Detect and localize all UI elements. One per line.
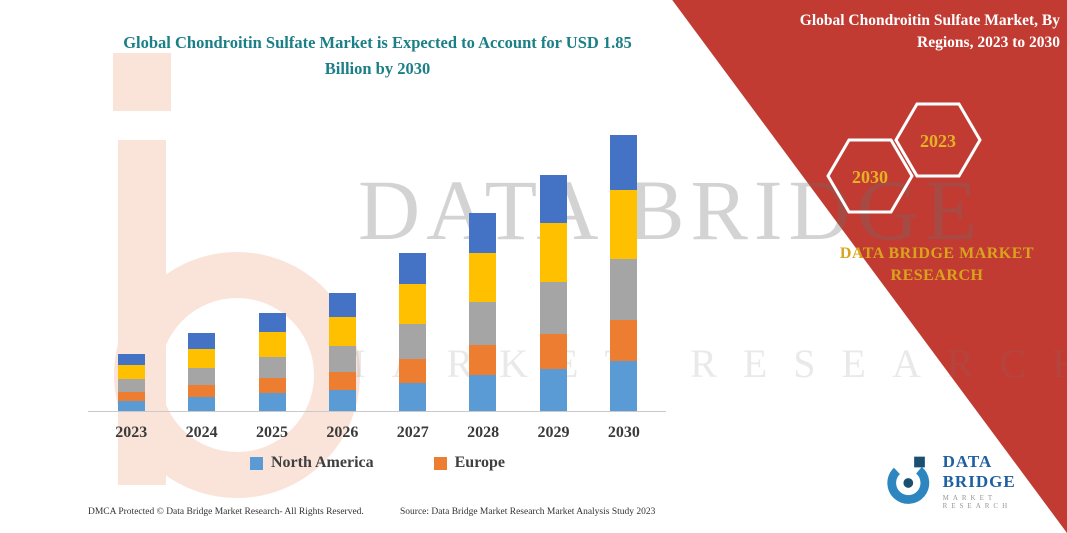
bar-segment-unlabeled-gray	[539, 282, 567, 334]
bar-segment-north-america	[539, 369, 567, 411]
bar-segment-unlabeled-yellow	[539, 223, 567, 282]
x-axis-label-2024: 2024	[185, 424, 218, 441]
bar-segment-north-america	[118, 401, 145, 411]
x-axis-label-2025: 2025	[255, 424, 288, 441]
bar-segment-unlabeled-yellow	[118, 365, 145, 379]
bar-segment-unlabeled-yellow	[258, 332, 286, 357]
bar-segment-unlabeled-dark-blue	[258, 313, 286, 332]
bar-segment-unlabeled-gray	[399, 324, 427, 359]
bar-segment-unlabeled-yellow	[399, 284, 427, 324]
bar-segment-unlabeled-dark-blue	[118, 354, 145, 365]
bar-segment-unlabeled-yellow	[188, 349, 216, 368]
x-axis-labels: 2023 2024 2025 2026 2027 2028 2029 2030	[90, 424, 665, 442]
bar-2023	[118, 354, 145, 411]
bar-segment-europe	[188, 385, 216, 397]
x-axis-label-2027: 2027	[396, 424, 429, 441]
x-axis-label-2028: 2028	[467, 424, 500, 441]
bar-2027	[399, 253, 427, 411]
bar-segment-unlabeled-gray	[118, 379, 145, 392]
databridge-logo: DATA BRIDGE MARKET RESEARCH	[882, 452, 1067, 510]
bar-2030	[609, 135, 637, 411]
bar-segment-unlabeled-dark-blue	[469, 213, 497, 253]
bar-2025	[258, 313, 286, 411]
legend-item-north-america: North America	[249, 454, 374, 472]
legend-label: Europe	[454, 454, 506, 471]
bar-segment-europe	[609, 320, 637, 361]
bar-segment-unlabeled-dark-blue	[328, 293, 356, 317]
x-axis-label-2023: 2023	[115, 424, 148, 441]
x-axis-label-2026: 2026	[326, 424, 359, 441]
footer-source-text: Source: Data Bridge Market Research Mark…	[400, 507, 656, 517]
bar-segment-europe	[539, 334, 567, 369]
x-axis-label-2030: 2030	[607, 424, 640, 441]
bar-2024	[188, 333, 216, 411]
bar-segment-unlabeled-gray	[469, 302, 497, 345]
databridge-logo-text: DATA BRIDGE MARKET RESEARCH	[943, 452, 1067, 510]
bar-segment-north-america	[609, 361, 637, 411]
chart-legend: North America Europe	[90, 454, 665, 472]
bar-segment-europe	[469, 345, 497, 375]
legend-swatch	[249, 456, 263, 470]
x-axis-label-2029: 2029	[537, 424, 570, 441]
bar-2026	[328, 293, 356, 411]
chart-title: Global Chondroitin Sulfate Market is Exp…	[123, 33, 632, 78]
x-axis-line	[88, 411, 666, 412]
bar-segment-unlabeled-dark-blue	[188, 333, 216, 349]
footer-dmca-text: DMCA Protected © Data Bridge Market Rese…	[88, 507, 364, 517]
legend-label: North America	[270, 454, 374, 471]
bar-2028	[469, 213, 497, 411]
bar-segment-north-america	[469, 375, 497, 411]
databridge-logo-icon	[887, 456, 930, 504]
bar-segment-unlabeled-yellow	[328, 317, 356, 346]
bar-segment-unlabeled-yellow	[469, 253, 497, 302]
bar-segment-north-america	[188, 397, 216, 411]
bar-segment-unlabeled-dark-blue	[609, 135, 637, 190]
legend-swatch	[433, 456, 447, 470]
bar-segment-europe	[118, 392, 145, 401]
bar-segment-europe	[399, 359, 427, 383]
bar-segment-europe	[258, 378, 286, 393]
bar-2029	[539, 175, 567, 411]
bar-segment-north-america	[328, 390, 356, 411]
databridge-logo-name: DATA BRIDGE	[942, 452, 1016, 491]
bar-segment-europe	[328, 372, 356, 390]
bar-segment-north-america	[258, 393, 286, 411]
bar-segment-unlabeled-yellow	[609, 190, 637, 259]
watermark-marketresearch-text: MARKET RESEARCH	[330, 341, 1067, 386]
bar-segment-unlabeled-dark-blue	[539, 175, 567, 223]
databridge-logo-subtitle: MARKET RESEARCH	[942, 494, 1012, 510]
bar-segment-unlabeled-gray	[609, 259, 637, 320]
bar-segment-unlabeled-dark-blue	[399, 253, 427, 284]
bar-segment-unlabeled-gray	[328, 346, 356, 372]
legend-item-europe: Europe	[433, 454, 506, 472]
plot-area	[90, 131, 665, 411]
bar-segment-unlabeled-gray	[258, 357, 286, 378]
bar-segment-north-america	[399, 383, 427, 411]
bar-segment-unlabeled-gray	[188, 368, 216, 385]
